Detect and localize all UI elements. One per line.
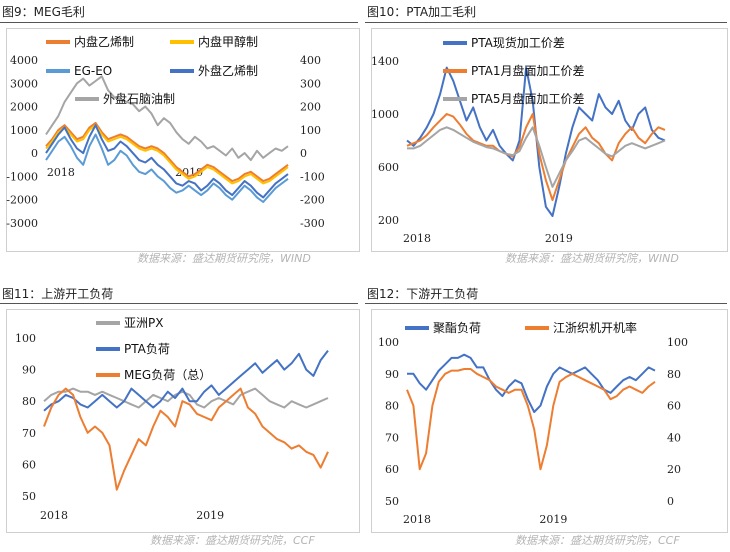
y-tick-label: 70 <box>385 431 399 444</box>
legend-label: PTA1月盘面加工价差 <box>471 63 584 78</box>
y-tick-label: 90 <box>385 368 399 381</box>
chart-frame <box>371 28 728 252</box>
source-note: 数据来源：盛达期货研究院，CCF <box>515 534 680 547</box>
legend-label: MEG负荷（总） <box>124 368 211 382</box>
series-line-2 <box>407 126 666 188</box>
y-tick-label: 50 <box>22 490 36 503</box>
y2-tick-label: 100 <box>300 124 321 137</box>
y2-tick-label: 60 <box>667 400 681 413</box>
downstream-load-chart: 50 60 70 80 90 100 0 20 40 60 80 100 2018 2019 聚酯负荷 江浙织… <box>378 320 688 526</box>
upstream-load-panel: 图11：上游开工负荷 50 60 70 80 90 100 2018 2019 亚洲PX PTA负… <box>0 276 365 552</box>
pta-margin-panel: 图10：PTA加工毛利 200 600 1000 1400 2018 2019 PTA现货加… <box>365 0 730 276</box>
y2-tick-label: -200 <box>300 194 325 207</box>
title-divider <box>0 22 358 23</box>
x-tick-label: 2019 <box>539 513 567 526</box>
legend-label: 聚酯负荷 <box>433 321 481 335</box>
series-line-0 <box>407 353 656 413</box>
y-tick-label: 50 <box>385 495 399 508</box>
y-tick-label: 600 <box>378 161 399 174</box>
chart-frame <box>6 309 360 533</box>
series-line-2 <box>43 387 329 491</box>
y-tick-label: 100 <box>378 336 399 349</box>
panel-title: 图9：MEG毛利 <box>2 5 85 19</box>
y2-tick-label: 400 <box>300 54 321 67</box>
series-line-1 <box>406 368 656 471</box>
series-line-0 <box>43 387 329 409</box>
series-line-1 <box>45 124 289 185</box>
legend-label: 内盘乙烯制 <box>74 34 134 49</box>
y-tick-label: 200 <box>378 214 399 227</box>
panel-title: 图11：上游开工负荷 <box>2 287 114 301</box>
legend-label: PTA5月盘面加工价差 <box>471 91 584 106</box>
downstream-load-panel: 图12：下游开工负荷 50 60 70 80 90 100 0 20 40 60 80 100 2018… <box>365 276 730 552</box>
y-tick-label: -1000 <box>6 170 38 183</box>
series-line-0 <box>406 66 666 217</box>
legend-label: 外盘乙烯制 <box>198 63 258 78</box>
y-tick-label: 1000 <box>371 108 399 121</box>
y-tick-label: -3000 <box>6 217 38 230</box>
y2-tick-label: -100 <box>300 170 325 183</box>
x-tick-label: 2018 <box>403 232 431 245</box>
panel-title: 图10：PTA加工毛利 <box>367 5 477 19</box>
title-divider <box>365 22 727 23</box>
y2-tick-label: 0 <box>667 495 674 508</box>
pta-margin-chart: 200 600 1000 1400 2018 2019 PTA现货加工价差 PTA1月盘面加工… <box>371 35 666 245</box>
y-tick-label: 90 <box>22 364 36 377</box>
y2-tick-label: 200 <box>300 101 321 114</box>
y2-tick-label: 20 <box>667 463 681 476</box>
source-note: 数据来源：盛达期货研究院，WIND <box>505 252 679 265</box>
x-tick-label: 2019 <box>545 232 573 245</box>
series-line-3 <box>45 124 289 199</box>
legend-label: 亚洲PX <box>124 316 163 330</box>
y-tick-label: 100 <box>15 332 36 345</box>
panel-title: 图12：下游开工负荷 <box>367 287 479 301</box>
meg-margin-chart: -3000-2000-100001000200030004000-300-200… <box>6 34 325 230</box>
title-divider <box>0 303 358 304</box>
y2-tick-label: -300 <box>300 217 325 230</box>
y-tick-label: 60 <box>385 463 399 476</box>
source-note: 数据来源：盛达期货研究院，WIND <box>137 252 311 265</box>
legend-label: 江浙织机开机率 <box>553 320 637 335</box>
upstream-load-chart: 50 60 70 80 90 100 2018 2019 亚洲PX PTA负荷 MEG负荷（总） <box>15 316 329 522</box>
x-tick-label: 2019 <box>196 509 224 522</box>
y-tick-label: 60 <box>22 458 36 471</box>
series-line-4 <box>45 75 289 162</box>
y-tick-label: 0 <box>31 147 38 160</box>
series-line-2 <box>45 133 289 203</box>
x-tick-label: 2018 <box>47 166 75 179</box>
y2-tick-label: 300 <box>300 77 321 90</box>
y-tick-label: 70 <box>22 427 36 440</box>
y-tick-label: 80 <box>22 395 36 408</box>
y-tick-label: 1000 <box>10 124 38 137</box>
y2-tick-label: 80 <box>667 368 681 381</box>
legend-label: EG-EO <box>74 64 112 78</box>
y-tick-label: 3000 <box>10 77 38 90</box>
y-tick-label: 4000 <box>10 54 38 67</box>
legend-label: PTA负荷 <box>124 342 170 356</box>
y-tick-label: 80 <box>385 400 399 413</box>
source-note: 数据来源：盛达期货研究院，CCF <box>150 534 315 547</box>
y2-tick-label: 40 <box>667 431 681 444</box>
y-tick-label: 2000 <box>10 101 38 114</box>
y-tick-label: 1400 <box>371 55 399 68</box>
legend-label: 外盘石脑油制 <box>103 91 175 106</box>
legend-label: 内盘甲醇制 <box>198 34 258 49</box>
series-line-0 <box>45 121 289 183</box>
x-tick-label: 2018 <box>40 509 68 522</box>
y-tick-label: -2000 <box>6 194 38 207</box>
meg-margin-panel: 图9：MEG毛利 -3000 -2000 -1000 0 1000 2000 3000 400… <box>0 0 365 276</box>
title-divider <box>365 303 727 304</box>
x-tick-label: 2018 <box>403 513 431 526</box>
y2-tick-label: 0 <box>300 147 307 160</box>
legend-label: PTA现货加工价差 <box>471 35 565 50</box>
y2-tick-label: 100 <box>667 336 688 349</box>
series-line-1 <box>43 349 329 412</box>
